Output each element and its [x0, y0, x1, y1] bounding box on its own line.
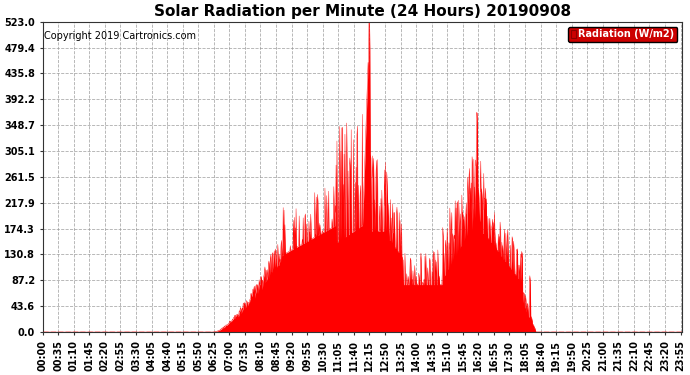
Title: Solar Radiation per Minute (24 Hours) 20190908: Solar Radiation per Minute (24 Hours) 20… — [154, 4, 571, 19]
Text: Copyright 2019 Cartronics.com: Copyright 2019 Cartronics.com — [44, 31, 196, 41]
Legend: Radiation (W/m2): Radiation (W/m2) — [568, 27, 678, 42]
